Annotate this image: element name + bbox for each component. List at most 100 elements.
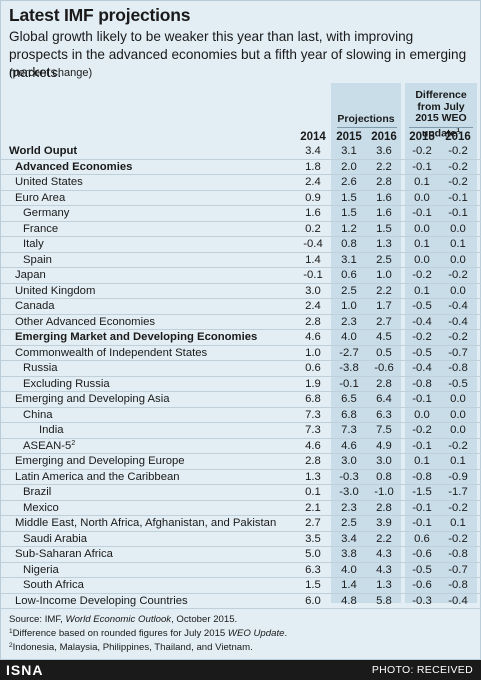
table-cell: -0.8 [448, 548, 468, 560]
table-cell: 4.9 [376, 439, 392, 452]
table-cell: -0.2 [448, 501, 468, 514]
table-cell: -0.7 [448, 563, 468, 576]
table-cell: 0.9 [305, 191, 321, 204]
row-label: South Africa [23, 579, 84, 591]
table-cell: 3.1 [341, 145, 357, 157]
table-cell: -0.4 [412, 315, 432, 328]
table-row: ASEAN-52 4.6 4.6 4.9 -0.1 -0.2 [1, 439, 481, 454]
table-cell: 2.3 [341, 501, 357, 514]
difference-rule [409, 127, 473, 128]
table-cell: 1.8 [305, 160, 321, 173]
table-cell: 4.3 [376, 563, 392, 576]
table-cell: -0.1 [412, 207, 432, 219]
projections-header: Projections [337, 113, 395, 125]
row-label: Mexico [23, 501, 59, 514]
table-cell: -1.0 [374, 486, 394, 498]
table-cell: 2.8 [376, 501, 392, 514]
table-cell: -0.1 [412, 501, 432, 514]
table-cell: -0.2 [412, 145, 432, 157]
table-cell: 1.3 [376, 238, 392, 250]
table-row: Italy -0.4 0.8 1.3 0.1 0.1 [1, 237, 481, 253]
table-cell: 1.4 [305, 253, 321, 266]
table-cell: 0.1 [414, 455, 430, 467]
table-cell: 2.8 [376, 377, 392, 390]
table-cell: 4.8 [341, 594, 357, 607]
row-label: Germany [23, 207, 70, 219]
table-cell: -0.1 [448, 191, 468, 204]
table-cell: 6.8 [341, 408, 357, 421]
footnote-1: 1Difference based on rounded figures for… [9, 628, 288, 639]
row-label: Nigeria [23, 563, 59, 576]
table-cell: 0.0 [450, 284, 466, 297]
table-cell: 1.6 [376, 207, 392, 219]
table-cell: 3.5 [305, 532, 321, 545]
row-label: Excluding Russia [23, 377, 110, 390]
table-cell: 0.0 [414, 191, 430, 204]
table-cell: 1.0 [376, 269, 392, 281]
table-cell: -0.2 [412, 269, 432, 281]
table-cell: -0.3 [339, 470, 359, 483]
table-cell: -1.5 [412, 486, 432, 498]
table-cell: 1.5 [376, 222, 392, 235]
table-cell: 0.8 [341, 238, 357, 250]
table-cell: 4.3 [376, 548, 392, 560]
table-cell: 4.0 [341, 563, 357, 576]
row-label: Latin America and the Caribbean [15, 470, 180, 483]
table-row: Germany 1.6 1.5 1.6 -0.1 -0.1 [1, 206, 481, 222]
table-cell: -0.2 [412, 424, 432, 436]
table-cell: 0.1 [414, 238, 430, 250]
table-cell: 6.4 [376, 393, 392, 405]
table-row: Saudi Arabia 3.5 3.4 2.2 0.6 -0.2 [1, 532, 481, 547]
table-cell: 3.0 [341, 455, 357, 467]
table-cell: 1.3 [376, 579, 392, 591]
table-cell: 7.3 [305, 408, 321, 421]
table-cell: 6.0 [305, 594, 321, 607]
table-cell: 0.1 [450, 238, 466, 250]
table-cell: 1.0 [341, 300, 357, 312]
row-label: Canada [15, 300, 55, 312]
column-header: 2016 [371, 131, 397, 143]
table-cell: -1.7 [448, 486, 468, 498]
table-cell: 6.3 [305, 563, 321, 576]
isna-logo: ISNA [6, 662, 44, 678]
unit-note: (percent change) [9, 67, 93, 79]
table-cell: -0.1 [339, 377, 359, 390]
table-cell: -0.5 [412, 563, 432, 576]
table-cell: -0.8 [448, 579, 468, 591]
page-title: Latest IMF projections [9, 5, 191, 25]
table-cell: 3.4 [341, 532, 357, 545]
table-cell: 1.5 [341, 191, 357, 204]
projections-rule [337, 127, 397, 128]
row-label: Other Advanced Economies [15, 315, 156, 328]
table-cell: 0.0 [414, 222, 430, 235]
table-cell: -0.2 [448, 331, 468, 343]
table-cell: -0.5 [412, 300, 432, 312]
table-cell: -0.6 [374, 362, 394, 374]
table-cell: 1.7 [376, 300, 392, 312]
table-cell: -0.1 [412, 393, 432, 405]
table-cell: 1.0 [305, 346, 321, 359]
row-label: Emerging Market and Developing Economies [15, 331, 258, 343]
table-cell: -0.4 [448, 300, 468, 312]
table-cell: 0.5 [376, 346, 392, 359]
table-row: France 0.2 1.2 1.5 0.0 0.0 [1, 222, 481, 237]
projections-shading [331, 83, 401, 603]
table-cell: 0.2 [305, 222, 321, 235]
row-label: Emerging and Developing Europe [15, 455, 185, 467]
row-label: Advanced Economies [15, 160, 133, 173]
row-label: Middle East, North Africa, Afghanistan, … [15, 517, 277, 529]
table-row: United States 2.4 2.6 2.8 0.1 -0.2 [1, 175, 481, 191]
table-cell: 0.1 [414, 284, 430, 297]
table-row: Excluding Russia 1.9 -0.1 2.8 -0.8 -0.5 [1, 377, 481, 392]
table-cell: -0.8 [448, 362, 468, 374]
table-cell: -0.1 [412, 160, 432, 173]
photo-credit: PHOTO: RECEIVED [371, 664, 473, 676]
table-cell: 0.6 [305, 362, 321, 374]
table-cell: 0.0 [450, 408, 466, 421]
table-cell: -0.8 [412, 377, 432, 390]
table-cell: 2.0 [341, 160, 357, 173]
table-cell: -0.9 [448, 470, 468, 483]
table-row: Other Advanced Economies 2.8 2.3 2.7 -0.4 -0.… [1, 315, 481, 330]
table-cell: -0.2 [448, 176, 468, 188]
table-cell: 2.2 [376, 532, 392, 545]
